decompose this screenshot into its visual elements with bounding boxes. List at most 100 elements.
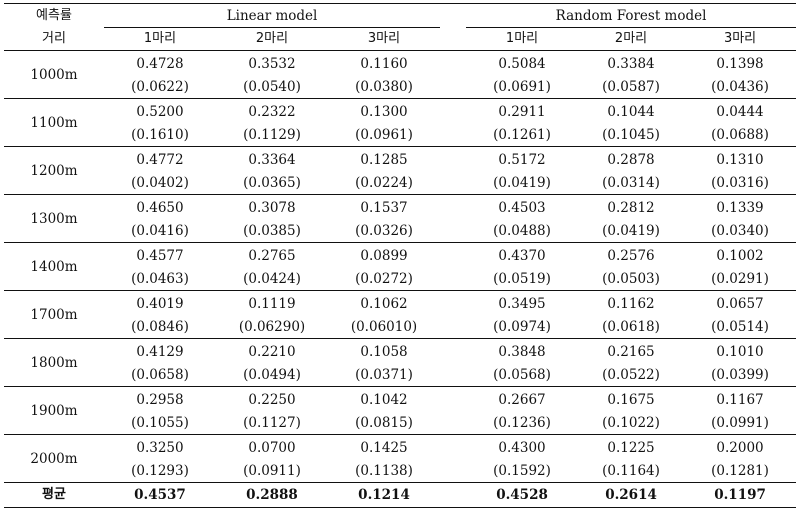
rf-value: 0.1044 <box>607 103 655 120</box>
linear-value: 0.1425 <box>360 439 408 456</box>
distance-cell: 1400m <box>4 242 104 291</box>
rf-value: 0.5172 <box>498 151 546 168</box>
linear-sd: (0.0416) <box>104 219 216 243</box>
rf-sd: (0.0974) <box>466 315 579 339</box>
table-row-mean: 1400m 0.4577 0.2765 0.0899 0.4370 0.2576 0.100… <box>4 242 796 291</box>
rf-value: 0.2165 <box>607 343 655 360</box>
rf-value: 0.1162 <box>607 295 655 312</box>
rf-sd: (0.0488) <box>466 219 579 243</box>
linear-value: 0.1042 <box>360 391 408 408</box>
header-row-groups: 예측률 Linear model Random Forest model <box>4 3 797 28</box>
linear-value: 0.2765 <box>248 247 296 264</box>
rf-value: 0.0444 <box>716 103 764 120</box>
table-row-sd: (0.0622) (0.0540) (0.0380) (0.0691) (0.0587)… <box>4 75 797 99</box>
linear-value: 0.1119 <box>248 295 296 312</box>
gap-cell <box>440 123 467 147</box>
linear-value: 0.4772 <box>136 151 184 168</box>
distance-cell: 1700m <box>4 290 104 339</box>
prediction-rate-table: 예측률 Linear model Random Forest model 거리 … <box>4 3 797 508</box>
rf-sd: (0.1236) <box>466 411 579 435</box>
rf-sd: (0.0991) <box>684 411 797 435</box>
table-row-sd: (0.1055) (0.1127) (0.0815) (0.1236) (0.1022)… <box>4 411 797 435</box>
rf-sd: (0.1045) <box>578 123 685 147</box>
rf-value: 0.5084 <box>498 55 546 72</box>
rf-value: 0.4370 <box>498 247 546 264</box>
table-row-mean: 2000m 0.3250 0.0700 0.1425 0.4300 0.1225 0.200… <box>4 434 796 483</box>
linear-sd: (0.06290) <box>216 315 328 339</box>
linear-sd: (0.0494) <box>216 363 328 387</box>
rf-sd: (0.0291) <box>684 267 797 291</box>
linear-average: 0.2888 <box>216 482 328 508</box>
rf-sd: (0.0514) <box>684 315 797 339</box>
distance-cell: 1900m <box>4 386 104 435</box>
rf-value: 0.2911 <box>498 103 546 120</box>
linear-value: 0.0899 <box>360 247 408 264</box>
table-row-sd: (0.1293) (0.0911) (0.1138) (0.1592) (0.1164)… <box>4 459 797 483</box>
rf-value: 0.4300 <box>498 439 546 456</box>
linear-col-2: 2마리 <box>255 31 289 46</box>
linear-value: 0.2322 <box>248 103 296 120</box>
linear-sd: (0.0371) <box>328 363 441 387</box>
linear-sd: (0.0463) <box>104 267 216 291</box>
rf-value: 0.2812 <box>607 199 655 216</box>
rf-value: 0.1002 <box>716 247 764 264</box>
linear-sd: (0.0846) <box>104 315 216 339</box>
rf-value: 0.4503 <box>498 199 546 216</box>
rf-value: 0.3848 <box>498 343 546 360</box>
rf-value: 0.3495 <box>498 295 546 312</box>
gap-cell <box>440 75 467 99</box>
linear-value: 0.3078 <box>248 199 296 216</box>
distance-cell: 2000m <box>4 434 104 483</box>
gap-cell <box>440 315 467 339</box>
row-label-header: 예측률 <box>36 7 72 23</box>
random-forest-header: Random Forest model <box>466 3 797 28</box>
rf-sd: (0.1164) <box>578 459 685 483</box>
linear-value: 0.1300 <box>360 103 408 120</box>
gap-cell <box>440 459 467 483</box>
header-row-columns: 거리 1마리 2마리 3마리 1마리 2마리 3마리 <box>4 28 797 51</box>
header-gap <box>440 28 466 51</box>
linear-sd: (0.0540) <box>216 75 328 99</box>
linear-col-1: 1마리 <box>143 31 177 46</box>
table-row-mean: 1200m 0.4772 0.3364 0.1285 0.5172 0.2878 0.131… <box>4 146 796 195</box>
rf-value: 0.2878 <box>607 151 655 168</box>
rf-average: 0.2614 <box>578 482 685 508</box>
rf-sd: (0.0436) <box>684 75 797 99</box>
gap-cell <box>440 195 466 220</box>
linear-value: 0.1285 <box>360 151 408 168</box>
rf-sd: (0.0316) <box>684 171 797 195</box>
linear-value: 0.1537 <box>360 199 408 216</box>
rf-col-3: 3마리 <box>723 31 757 46</box>
rf-sd: (0.0314) <box>578 171 685 195</box>
linear-average: 0.1214 <box>328 482 441 508</box>
linear-sd: (0.1138) <box>328 459 441 483</box>
rf-col-1: 1마리 <box>505 31 539 46</box>
linear-col-3: 3마리 <box>367 31 401 46</box>
linear-sd: (0.1129) <box>216 123 328 147</box>
rf-value: 0.1010 <box>716 343 764 360</box>
linear-value: 0.4129 <box>136 343 184 360</box>
average-label: 평균 <box>4 482 104 508</box>
rf-value: 0.1225 <box>607 439 655 456</box>
linear-sd: (0.0402) <box>104 171 216 195</box>
table-row-mean: 1800m 0.4129 0.2210 0.1058 0.3848 0.2165 0.101… <box>4 338 796 387</box>
linear-sd: (0.0224) <box>328 171 441 195</box>
rf-value: 0.1339 <box>716 199 764 216</box>
linear-sd: (0.0326) <box>328 219 441 243</box>
distance-cell: 1300m <box>4 194 104 243</box>
rf-sd: (0.0519) <box>466 267 579 291</box>
rf-sd: (0.1281) <box>684 459 797 483</box>
linear-value: 0.4577 <box>136 247 184 264</box>
table-row-sd: (0.1610) (0.1129) (0.0961) (0.1261) (0.1045)… <box>4 123 797 147</box>
rf-sd: (0.0419) <box>466 171 579 195</box>
linear-value: 0.4019 <box>136 295 184 312</box>
gap-cell <box>440 363 467 387</box>
rf-sd: (0.1592) <box>466 459 579 483</box>
rf-sd: (0.0688) <box>684 123 797 147</box>
gap-cell <box>440 435 466 460</box>
linear-sd: (0.06010) <box>328 315 441 339</box>
linear-sd: (0.0385) <box>216 219 328 243</box>
table-row-sd: (0.0846) (0.06290) (0.06010) (0.0974) (0.061… <box>4 315 797 339</box>
table-row-mean: 1100m 0.5200 0.2322 0.1300 0.2911 0.1044 0.044… <box>4 98 796 147</box>
distance-cell: 1100m <box>4 98 104 147</box>
